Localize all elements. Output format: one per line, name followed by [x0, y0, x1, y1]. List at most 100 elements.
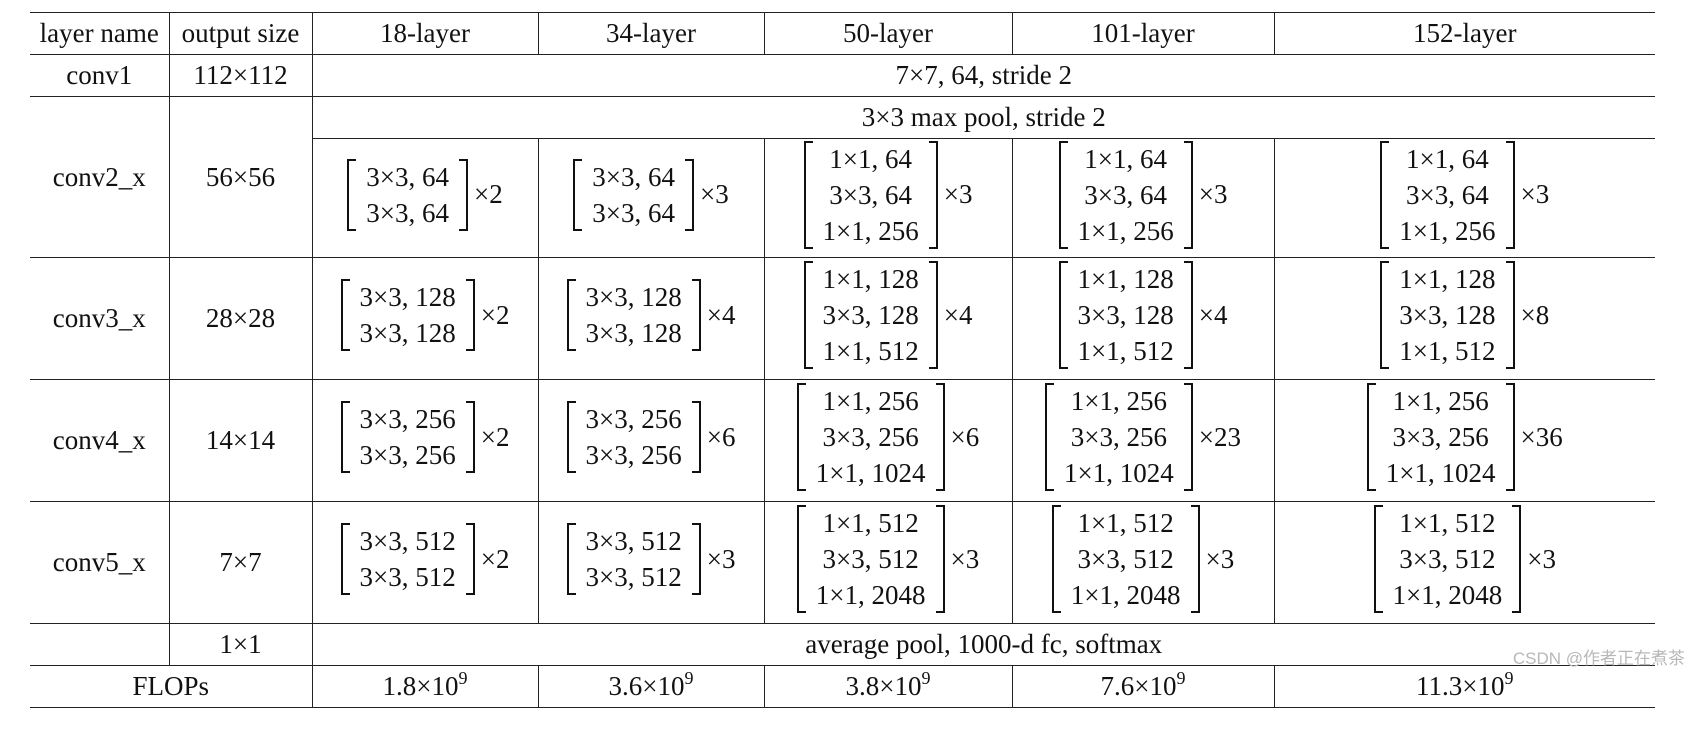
block-line: 3×3, 64: [366, 161, 449, 192]
block-line: 1×1, 2048: [815, 580, 926, 610]
block-line: 1×1, 1024: [815, 458, 926, 488]
block-lines: 3×3, 64 3×3, 64: [582, 159, 685, 231]
block-lines: 3×3, 128 3×3, 128: [350, 279, 466, 351]
left-bracket: [1380, 261, 1390, 369]
block-repeat: ×36: [1520, 421, 1563, 452]
flops-mantissa: 3.6×10: [608, 671, 685, 701]
left-bracket: [796, 383, 806, 491]
block-cell: 1×1, 512 3×3, 512 1×1, 2048 ×3: [1011, 501, 1274, 624]
block-line: 3×3, 64: [592, 197, 675, 228]
block-bracket-group: 3×3, 128 3×3, 128 ×2: [340, 279, 510, 351]
block-repeat: ×4: [943, 299, 973, 330]
block-repeat: ×3: [700, 179, 729, 209]
conv2-name: conv2_x: [30, 96, 169, 258]
flops-mantissa: 1.8×10: [382, 671, 459, 701]
block-line: 1×1, 128: [1399, 264, 1496, 294]
block-line: 1×1, 64: [829, 143, 912, 174]
flops-exponent: 9: [458, 668, 468, 688]
block-lines: 3×3, 256 3×3, 256: [576, 401, 692, 473]
block-lines: 1×1, 64 3×3, 64 1×1, 256: [1389, 141, 1505, 249]
block-repeat: ×8: [1520, 299, 1550, 330]
right-bracket: [465, 523, 475, 595]
block-cell: 1×1, 512 3×3, 512 1×1, 2048 ×3: [763, 501, 1012, 624]
block-line: 3×3, 64: [1406, 179, 1489, 210]
block-line: 1×1, 256: [1392, 386, 1489, 416]
header-output-size: output size: [168, 12, 312, 55]
block-cell: 3×3, 512 3×3, 512 ×3: [537, 501, 764, 624]
flops-mantissa: 3.8×10: [845, 671, 922, 701]
block-lines: 1×1, 512 3×3, 512 1×1, 2048: [1383, 505, 1513, 613]
block-line: 3×3, 64: [1084, 179, 1167, 210]
block-lines: 3×3, 256 3×3, 256: [350, 401, 466, 473]
conv1-row: conv1 112×112 7×7, 64, stride 2: [30, 54, 1655, 97]
left-bracket: [1058, 261, 1068, 369]
block-bracket-group: 3×3, 128 3×3, 128 ×4: [566, 279, 736, 351]
block-lines: 1×1, 128 3×3, 128 1×1, 512: [1389, 261, 1505, 369]
header-50-layer: 50-layer: [763, 12, 1012, 55]
block-cell: 3×3, 256 3×3, 256 ×2: [311, 379, 538, 502]
left-bracket: [566, 401, 576, 473]
block-lines: 1×1, 128 3×3, 128 1×1, 512: [813, 261, 929, 369]
flops-exponent: 9: [1176, 668, 1186, 688]
block-line: 3×3, 512: [359, 526, 456, 556]
right-bracket: [465, 401, 475, 473]
block-line: 3×3, 64: [829, 179, 912, 210]
flops-exponent: 9: [1504, 668, 1514, 688]
right-bracket: [1183, 261, 1193, 369]
block-bracket-group: 1×1, 512 3×3, 512 1×1, 2048 ×3: [1051, 505, 1234, 613]
left-bracket: [1373, 505, 1383, 613]
block-bracket-group: 1×1, 256 3×3, 256 1×1, 1024 ×36: [1366, 383, 1563, 491]
block-bracket-group: 1×1, 128 3×3, 128 1×1, 512 ×4: [1058, 261, 1228, 369]
right-bracket: [691, 523, 701, 595]
block-cell: 3×3, 128 3×3, 128 ×2: [311, 257, 538, 380]
block-repeat: ×3: [1527, 543, 1556, 574]
block-repeat: ×3: [1198, 179, 1228, 209]
right-bracket: [928, 140, 938, 249]
avgpool-row: 1×1 average pool, 1000-d fc, softmax: [30, 623, 1655, 666]
block-repeat: ×2: [480, 299, 510, 330]
left-bracket: [340, 401, 350, 473]
block-cell: 3×3, 64 3×3, 64 ×2: [311, 138, 538, 258]
block-repeat: ×4: [1198, 299, 1228, 330]
block-bracket-group: 1×1, 64 3×3, 64 1×1, 256 ×3: [1380, 140, 1549, 249]
block-line: 1×1, 1024: [1385, 458, 1496, 488]
block-bracket-group: 1×1, 128 3×3, 128 1×1, 512 ×4: [803, 261, 973, 369]
flops-mantissa: 7.6×10: [1100, 671, 1177, 701]
conv5-name: conv5_x: [30, 501, 169, 624]
block-bracket-group: 1×1, 64 3×3, 64 1×1, 256 ×3: [1058, 140, 1228, 249]
right-bracket: [935, 383, 945, 491]
left-bracket: [1051, 505, 1061, 613]
block-line: 3×3, 128: [822, 300, 919, 330]
block-bracket-group: 3×3, 64 3×3, 64 ×2: [347, 158, 503, 231]
block-line: 3×3, 128: [359, 282, 456, 312]
block-repeat: ×23: [1198, 421, 1241, 452]
block-lines: 3×3, 512 3×3, 512: [350, 523, 466, 595]
resnet-architecture-table: layer name output size 18-layer 34-layer…: [30, 12, 1655, 708]
left-bracket: [573, 158, 583, 231]
block-cell: 1×1, 256 3×3, 256 1×1, 1024 ×23: [1011, 379, 1274, 502]
block-repeat: ×2: [480, 421, 510, 452]
block-line: 1×1, 256: [822, 215, 919, 246]
block-line: 1×1, 512: [822, 336, 919, 366]
block-lines: 1×1, 128 3×3, 128 1×1, 512: [1068, 261, 1184, 369]
left-bracket: [340, 279, 350, 351]
block-bracket-group: 3×3, 64 3×3, 64 ×3: [573, 158, 729, 231]
block-lines: 1×1, 256 3×3, 256 1×1, 1024: [806, 383, 936, 491]
block-line: 3×3, 64: [366, 197, 449, 228]
header-row: layer name output size 18-layer 34-layer…: [30, 12, 1655, 55]
block-cell: 1×1, 64 3×3, 64 1×1, 256 ×3: [1273, 138, 1655, 258]
block-line: 3×3, 512: [1399, 544, 1496, 574]
block-line: 1×1, 512: [1399, 336, 1496, 366]
block-repeat: ×4: [706, 299, 736, 330]
header-152-layer: 152-layer: [1273, 12, 1655, 55]
right-bracket: [1183, 140, 1193, 249]
block-bracket-group: 1×1, 64 3×3, 64 1×1, 256 ×3: [803, 140, 972, 249]
block-bracket-group: 1×1, 512 3×3, 512 1×1, 2048 ×3: [796, 505, 979, 613]
block-line: 1×1, 512: [1077, 336, 1174, 366]
block-repeat: ×2: [480, 543, 510, 574]
conv4-name: conv4_x: [30, 379, 169, 502]
left-bracket: [1380, 140, 1390, 249]
block-cell: 1×1, 256 3×3, 256 1×1, 1024 ×6: [763, 379, 1012, 502]
block-repeat: ×6: [706, 421, 736, 452]
block-bracket-group: 3×3, 256 3×3, 256 ×6: [566, 401, 736, 473]
